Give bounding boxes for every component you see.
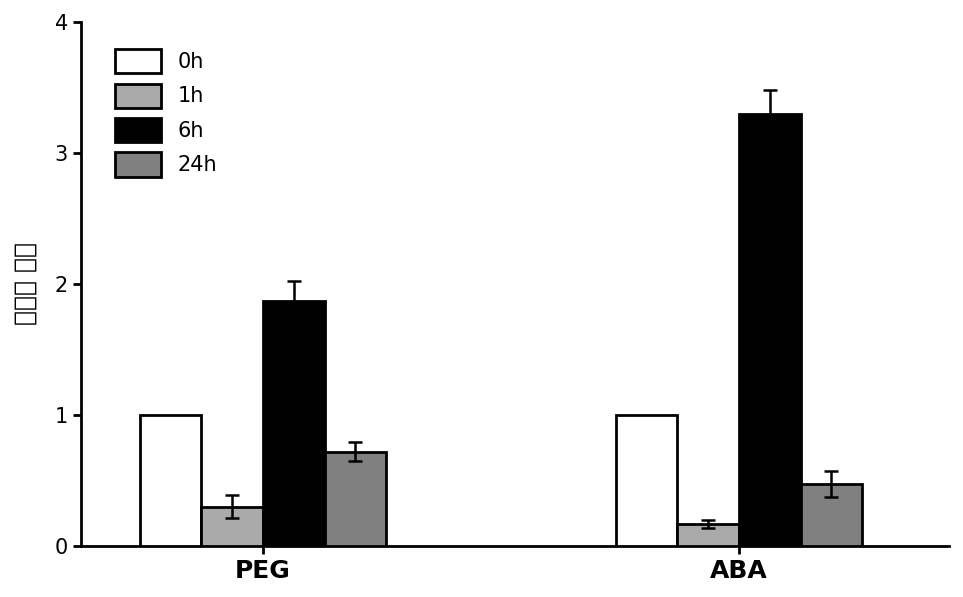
Bar (263, 301, 325, 546)
Bar (678, 524, 739, 546)
Bar (800, 484, 862, 546)
Bar (140, 415, 201, 546)
Bar (739, 113, 800, 546)
Bar (325, 451, 386, 546)
Y-axis label: 相对表 达量: 相对表 达量 (13, 242, 38, 325)
Bar (616, 415, 678, 546)
Bar (201, 507, 263, 546)
Legend: 0h, 1h, 6h, 24h: 0h, 1h, 6h, 24h (109, 43, 223, 183)
